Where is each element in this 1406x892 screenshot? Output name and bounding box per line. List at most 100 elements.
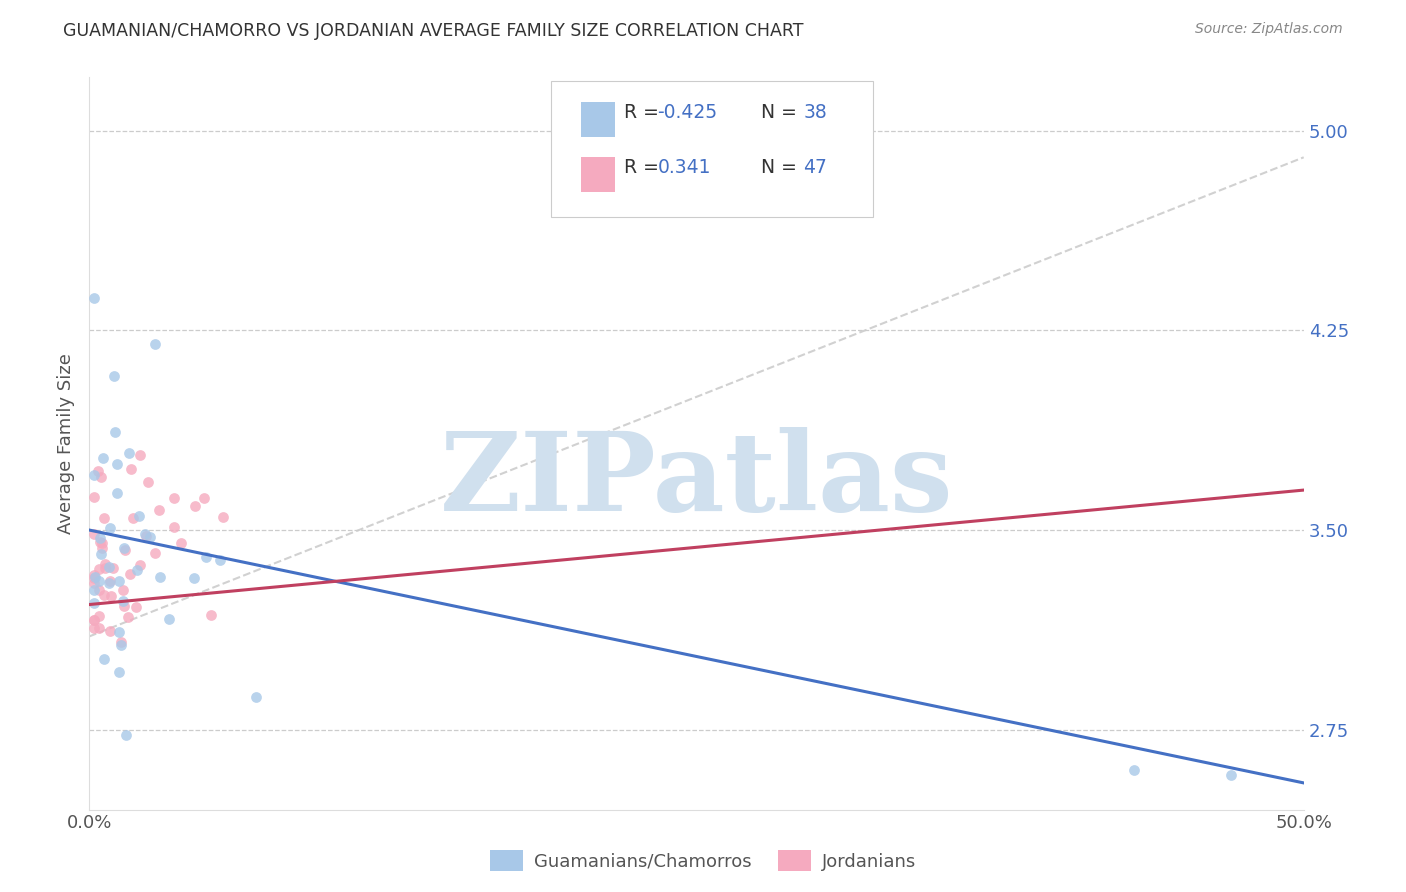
Point: [83, 613, 105, 627]
Point: [103, 560, 125, 574]
Text: N =: N =: [761, 103, 797, 121]
Point: [108, 574, 131, 589]
Point: [91, 536, 114, 550]
Point: [100, 589, 122, 603]
Text: R =: R =: [623, 158, 658, 177]
Point: [128, 558, 150, 573]
Point: [121, 510, 143, 524]
Point: [170, 536, 193, 550]
Point: [148, 502, 170, 516]
Point: [195, 549, 218, 564]
Text: Source: ZipAtlas.com: Source: ZipAtlas.com: [1195, 22, 1343, 37]
Point: [84, 570, 107, 584]
Point: [104, 425, 127, 439]
Point: [98, 624, 121, 639]
Point: [87, 465, 110, 479]
Point: [93, 588, 115, 602]
Point: [98, 576, 121, 591]
Point: [83, 490, 105, 504]
Point: [134, 527, 156, 541]
Point: [114, 543, 136, 558]
Point: [107, 665, 129, 680]
FancyBboxPatch shape: [581, 157, 614, 193]
Point: [193, 491, 215, 505]
Text: 47: 47: [803, 158, 827, 177]
Point: [163, 491, 186, 506]
FancyBboxPatch shape: [581, 103, 614, 137]
Point: [93, 652, 115, 666]
Point: [83, 467, 105, 482]
Point: [111, 582, 134, 597]
Point: [87, 621, 110, 635]
Point: [110, 635, 132, 649]
FancyBboxPatch shape: [551, 81, 873, 217]
Point: [118, 566, 141, 581]
Point: [83, 622, 105, 636]
Point: [103, 368, 125, 383]
Point: [184, 499, 207, 513]
Point: [83, 613, 105, 627]
Point: [112, 599, 135, 614]
Point: [98, 521, 121, 535]
Point: [127, 563, 149, 577]
Point: [129, 449, 152, 463]
Point: [163, 520, 186, 534]
Point: [83, 568, 105, 582]
Point: [136, 475, 159, 489]
Point: [87, 582, 110, 597]
Point: [107, 457, 129, 471]
Text: R =: R =: [623, 103, 658, 121]
Point: [83, 526, 105, 541]
Point: [1122, 763, 1144, 777]
Point: [112, 541, 135, 555]
Point: [94, 557, 117, 571]
Point: [211, 509, 233, 524]
Point: [91, 541, 114, 555]
Point: [110, 639, 132, 653]
Text: GUAMANIAN/CHAMORRO VS JORDANIAN AVERAGE FAMILY SIZE CORRELATION CHART: GUAMANIAN/CHAMORRO VS JORDANIAN AVERAGE …: [63, 22, 804, 40]
Point: [83, 292, 105, 306]
Point: [139, 530, 162, 544]
Text: N =: N =: [761, 158, 797, 177]
Point: [200, 608, 222, 623]
Point: [111, 594, 134, 608]
Point: [89, 562, 111, 576]
Legend: Guamanians/Chamorros, Jordanians: Guamanians/Chamorros, Jordanians: [484, 843, 922, 879]
Point: [83, 575, 105, 590]
Text: 38: 38: [803, 103, 827, 121]
Point: [108, 624, 131, 639]
Point: [89, 535, 111, 549]
Point: [93, 511, 115, 525]
Point: [89, 531, 111, 545]
Point: [157, 612, 180, 626]
Point: [91, 451, 114, 466]
Point: [83, 596, 105, 610]
Point: [143, 546, 166, 560]
Point: [143, 336, 166, 351]
Point: [117, 609, 139, 624]
Point: [120, 462, 142, 476]
Text: 0.341: 0.341: [658, 158, 711, 177]
Point: [89, 547, 111, 561]
Point: [245, 690, 267, 705]
Y-axis label: Average Family Size: Average Family Size: [58, 353, 75, 534]
Point: [83, 582, 105, 597]
Point: [114, 728, 136, 742]
Point: [90, 469, 112, 483]
Point: [118, 446, 141, 460]
Point: [1219, 768, 1241, 782]
Point: [98, 559, 121, 574]
Text: ZIPatlas: ZIPatlas: [440, 426, 953, 533]
Point: [83, 571, 105, 585]
Point: [87, 574, 110, 589]
Point: [98, 574, 121, 589]
Point: [94, 561, 117, 575]
Point: [183, 571, 205, 585]
Point: [135, 528, 157, 542]
Point: [209, 553, 232, 567]
Point: [125, 600, 148, 615]
Text: -0.425: -0.425: [658, 103, 717, 121]
Point: [128, 508, 150, 523]
Point: [105, 486, 128, 500]
Point: [87, 609, 110, 624]
